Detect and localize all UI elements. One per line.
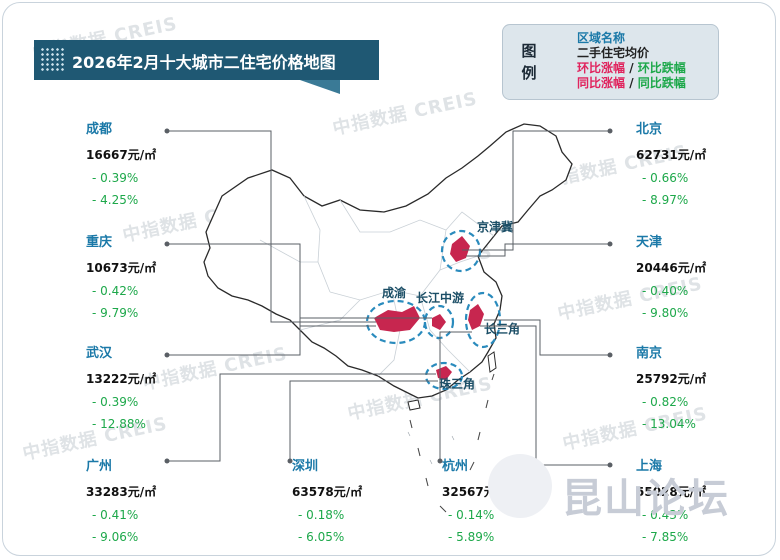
region-label-csj: 长三角 — [484, 321, 520, 336]
city-shenzhen: 深圳 63578元/㎡ - 0.18% - 6.05% — [292, 455, 362, 544]
ring-cy — [365, 299, 427, 345]
leader-dots — [164, 128, 613, 468]
city-tianjin: 天津 20446元/㎡ - 0.40% - 9.80% — [636, 231, 706, 320]
city-wuhan: 武汉 13222元/㎡ - 0.39% - 12.88% — [86, 342, 156, 431]
city-name: 广州 — [86, 459, 113, 474]
city-yoy: - 9.79% — [92, 306, 139, 320]
legend-sep: / — [625, 61, 638, 75]
region-label-zsj: 珠三角 — [439, 376, 475, 391]
leader-lines — [167, 130, 610, 466]
city-yoy: - 4.25% — [92, 193, 139, 207]
city-yoy: - 8.97% — [642, 193, 689, 207]
city-price: 55028元/㎡ — [636, 485, 707, 499]
cluster-csj — [468, 304, 484, 330]
city-mom: - 0.66% — [642, 171, 689, 185]
city-mom: - 0.18% — [298, 508, 345, 522]
city-guangzhou: 广州 33283元/㎡ - 0.41% - 9.06% — [86, 455, 156, 544]
city-mom: - 0.39% — [92, 395, 139, 409]
taiwan — [487, 351, 497, 373]
city-mom: - 0.82% — [642, 395, 689, 409]
legend-box — [502, 24, 719, 100]
dots-icon — [40, 47, 66, 73]
cluster-cjzy — [432, 314, 446, 330]
title-banner — [34, 40, 379, 80]
city-price: 62731元/㎡ — [636, 148, 707, 162]
cluster-jjj — [450, 236, 470, 262]
region-label-jjj: 京津冀 — [477, 219, 513, 234]
cluster-cy — [374, 306, 420, 332]
city-mom: - 0.41% — [92, 508, 139, 522]
legend-sep: / — [625, 76, 638, 90]
city-yoy: - 7.85% — [642, 530, 689, 544]
ring-cjzy — [423, 304, 455, 340]
legend-yoy-row: 同比涨幅 / 同比跌幅 — [577, 76, 686, 91]
legend-mom-up: 环比涨幅 — [577, 61, 626, 75]
ring-jjj — [440, 229, 482, 273]
city-clusters — [374, 236, 484, 380]
city-yoy: - 5.89% — [448, 530, 495, 544]
site-logo: 昆山论坛 — [562, 475, 730, 522]
city-name: 深圳 — [292, 459, 319, 474]
legend-yoy-down: 同比跌幅 — [637, 76, 686, 90]
city-shanghai: 上海 55028元/㎡ - 0.43% - 7.85% — [636, 455, 706, 544]
city-name: 南京 — [636, 346, 663, 361]
city-chengdu: 成都 16667元/㎡ - 0.39% - 4.25% — [86, 118, 156, 207]
city-mom: - 0.40% — [642, 284, 689, 298]
city-price: 13222元/㎡ — [86, 372, 157, 386]
city-beijing: 北京 62731元/㎡ - 0.66% - 8.97% — [636, 118, 706, 207]
city-yoy: - 12.88% — [92, 417, 146, 431]
legend-mom-down: 环比跌幅 — [637, 61, 686, 75]
city-price: 10673元/㎡ — [86, 261, 157, 275]
city-price: 63578元/㎡ — [292, 485, 363, 499]
legend-title: 图例 — [521, 42, 537, 82]
city-price: 16667元/㎡ — [86, 148, 157, 162]
legend-mom-row: 环比涨幅 / 环比跌幅 — [577, 61, 686, 76]
city-name: 杭州 — [442, 459, 469, 474]
page-title: 2026年2月十大城市二住宅价格地图 — [72, 53, 336, 72]
nine-dash-line — [409, 373, 495, 513]
ring-zsj — [424, 361, 464, 391]
city-yoy: - 9.80% — [642, 306, 689, 320]
hainan — [407, 399, 421, 411]
city-name: 上海 — [636, 459, 663, 474]
city-name: 重庆 — [86, 235, 113, 250]
legend-price: 二手住宅均价 — [577, 46, 650, 60]
city-yoy: - 9.06% — [92, 530, 139, 544]
city-nanjing: 南京 25792元/㎡ - 0.82% - 13.04% — [636, 342, 706, 431]
legend-lines: 区域名称 二手住宅均价 环比涨幅 / 环比跌幅 同比涨幅 / 同比跌幅 — [577, 31, 686, 91]
region-label-cjzy: 长江中游 — [416, 290, 464, 305]
region-label-cy: 成渝 — [382, 285, 407, 300]
legend-region-name: 区域名称 — [577, 31, 626, 45]
city-price: 20446元/㎡ — [636, 261, 707, 275]
china-outline — [203, 123, 573, 399]
city-chongqing: 重庆 10673元/㎡ - 0.42% - 9.79% — [86, 231, 156, 320]
city-mom: - 0.43% — [642, 508, 689, 522]
city-mom: - 0.39% — [92, 171, 139, 185]
legend-yoy-up: 同比涨幅 — [577, 76, 626, 90]
city-yoy: - 6.05% — [298, 530, 345, 544]
city-name: 天津 — [636, 235, 663, 250]
islands — [407, 431, 455, 465]
city-mom: - 0.14% — [448, 508, 495, 522]
city-yoy: - 13.04% — [642, 417, 696, 431]
province-borders — [259, 195, 495, 377]
city-name: 北京 — [636, 122, 663, 137]
city-name: 武汉 — [86, 346, 113, 361]
city-mom: - 0.42% — [92, 284, 139, 298]
city-price: 33283元/㎡ — [86, 485, 157, 499]
city-name: 成都 — [86, 122, 113, 137]
title-banner-tail — [300, 80, 340, 94]
logo-icon — [488, 454, 552, 518]
city-price: 25792元/㎡ — [636, 372, 707, 386]
